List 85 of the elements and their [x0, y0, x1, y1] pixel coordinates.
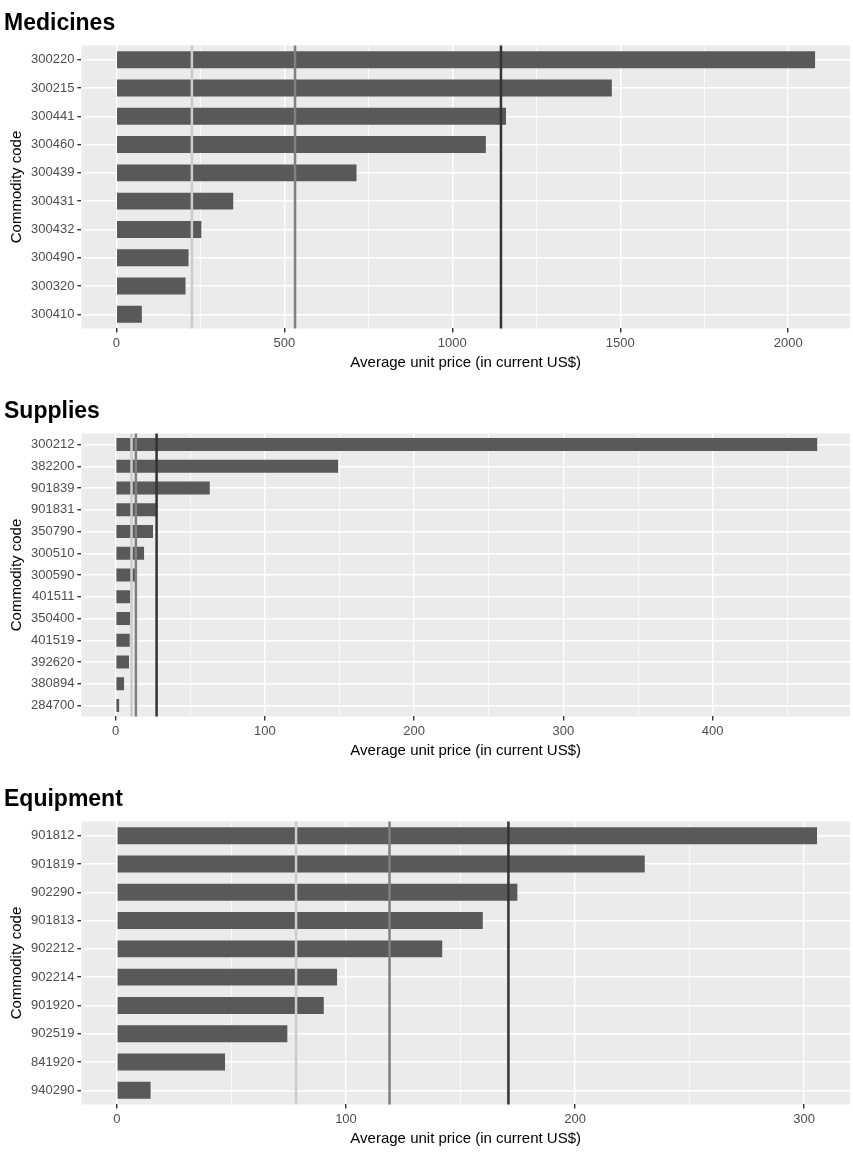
bar — [117, 968, 338, 986]
x-tick-label: 200 — [564, 1110, 586, 1126]
x-axis-title: Average unit price (in current US$) — [350, 1129, 582, 1147]
y-tick-label: 401511 — [31, 588, 75, 604]
bar — [117, 940, 443, 958]
y-tick-label: 284700 — [30, 697, 75, 713]
y-tick-label: 300432 — [30, 221, 75, 236]
y-tick-label: 300220 — [30, 51, 75, 67]
chart-title: Medicines — [4, 9, 116, 36]
bar — [117, 827, 818, 845]
bar — [117, 107, 506, 125]
x-tick-label: 0 — [112, 722, 120, 738]
y-tick-label: 902290 — [30, 883, 75, 899]
y-axis-title: Commodity code — [7, 906, 25, 1020]
y-tick-label: 382200 — [30, 457, 75, 473]
x-tick-label: 500 — [273, 334, 296, 350]
y-tick-label: 300212 — [30, 436, 75, 452]
y-tick-label: 902519 — [30, 1025, 75, 1041]
bar — [116, 611, 131, 626]
y-tick-label: 300460 — [30, 136, 75, 152]
y-tick-label: 300441 — [30, 107, 75, 123]
bar — [117, 1053, 226, 1071]
bar — [116, 699, 120, 713]
y-tick-label: 901831 — [30, 501, 75, 517]
y-tick-label: 401519 — [30, 631, 75, 647]
bar — [117, 883, 518, 901]
y-tick-label: 300439 — [30, 164, 75, 180]
y-tick-label: 841920 — [30, 1053, 75, 1069]
x-tick-label: 1500 — [605, 334, 635, 350]
x-tick-label: 100 — [254, 722, 276, 738]
y-tick-label: 902212 — [30, 940, 75, 956]
y-tick-label: 901839 — [30, 479, 75, 495]
bar — [117, 79, 612, 97]
bar — [117, 136, 486, 154]
y-axis-title: Commodity code — [7, 518, 25, 632]
x-tick-label: 100 — [335, 1110, 357, 1126]
x-tick-label: 200 — [403, 722, 426, 738]
x-tick-label: 2000 — [773, 334, 803, 350]
x-tick-label: 0 — [112, 334, 120, 350]
bar — [117, 1025, 288, 1043]
bar — [116, 481, 210, 495]
bar — [117, 1081, 151, 1099]
bar — [117, 855, 645, 873]
y-tick-label: 901920 — [30, 997, 75, 1012]
y-tick-label: 300510 — [30, 544, 75, 560]
bar — [117, 249, 189, 267]
bar — [117, 277, 186, 295]
bar — [116, 677, 125, 691]
bar — [117, 51, 816, 69]
x-axis-title: Average unit price (in current US$) — [350, 353, 582, 371]
x-tick-label: 0 — [113, 1110, 121, 1126]
x-axis-title: Average unit price (in current US$) — [350, 741, 582, 759]
y-tick-label: 350400 — [30, 610, 75, 626]
y-tick-label: 300431 — [30, 192, 75, 208]
y-tick-label: 902214 — [30, 968, 75, 984]
x-tick-label: 1000 — [437, 334, 467, 350]
bar — [117, 220, 202, 238]
x-tick-label: 300 — [793, 1110, 816, 1126]
y-tick-label: 940290 — [30, 1081, 75, 1097]
chart-title: Equipment — [4, 785, 124, 812]
bar — [117, 305, 142, 323]
y-tick-label: 350790 — [30, 523, 75, 539]
y-tick-label: 901819 — [30, 855, 75, 871]
bar — [117, 164, 357, 182]
y-tick-label: 300410 — [30, 305, 75, 321]
bar — [117, 192, 234, 210]
bar — [116, 655, 129, 669]
y-tick-label: 300490 — [30, 249, 75, 265]
bar — [117, 996, 324, 1014]
y-tick-label: 300320 — [30, 277, 75, 293]
bar — [116, 590, 131, 604]
y-tick-label: 380894 — [30, 675, 75, 691]
bar — [117, 912, 483, 930]
y-tick-label: 392620 — [30, 653, 75, 669]
bar — [116, 633, 130, 647]
chart-title: Supplies — [4, 397, 100, 424]
bar — [116, 437, 818, 451]
y-tick-label: 300215 — [30, 79, 75, 95]
y-axis-title: Commodity code — [7, 130, 25, 244]
y-tick-label: 901813 — [30, 912, 75, 928]
bar — [116, 459, 339, 473]
y-tick-label: 901812 — [30, 827, 75, 843]
y-tick-label: 300590 — [30, 566, 75, 582]
x-tick-label: 300 — [552, 722, 575, 738]
x-tick-label: 400 — [701, 722, 724, 738]
